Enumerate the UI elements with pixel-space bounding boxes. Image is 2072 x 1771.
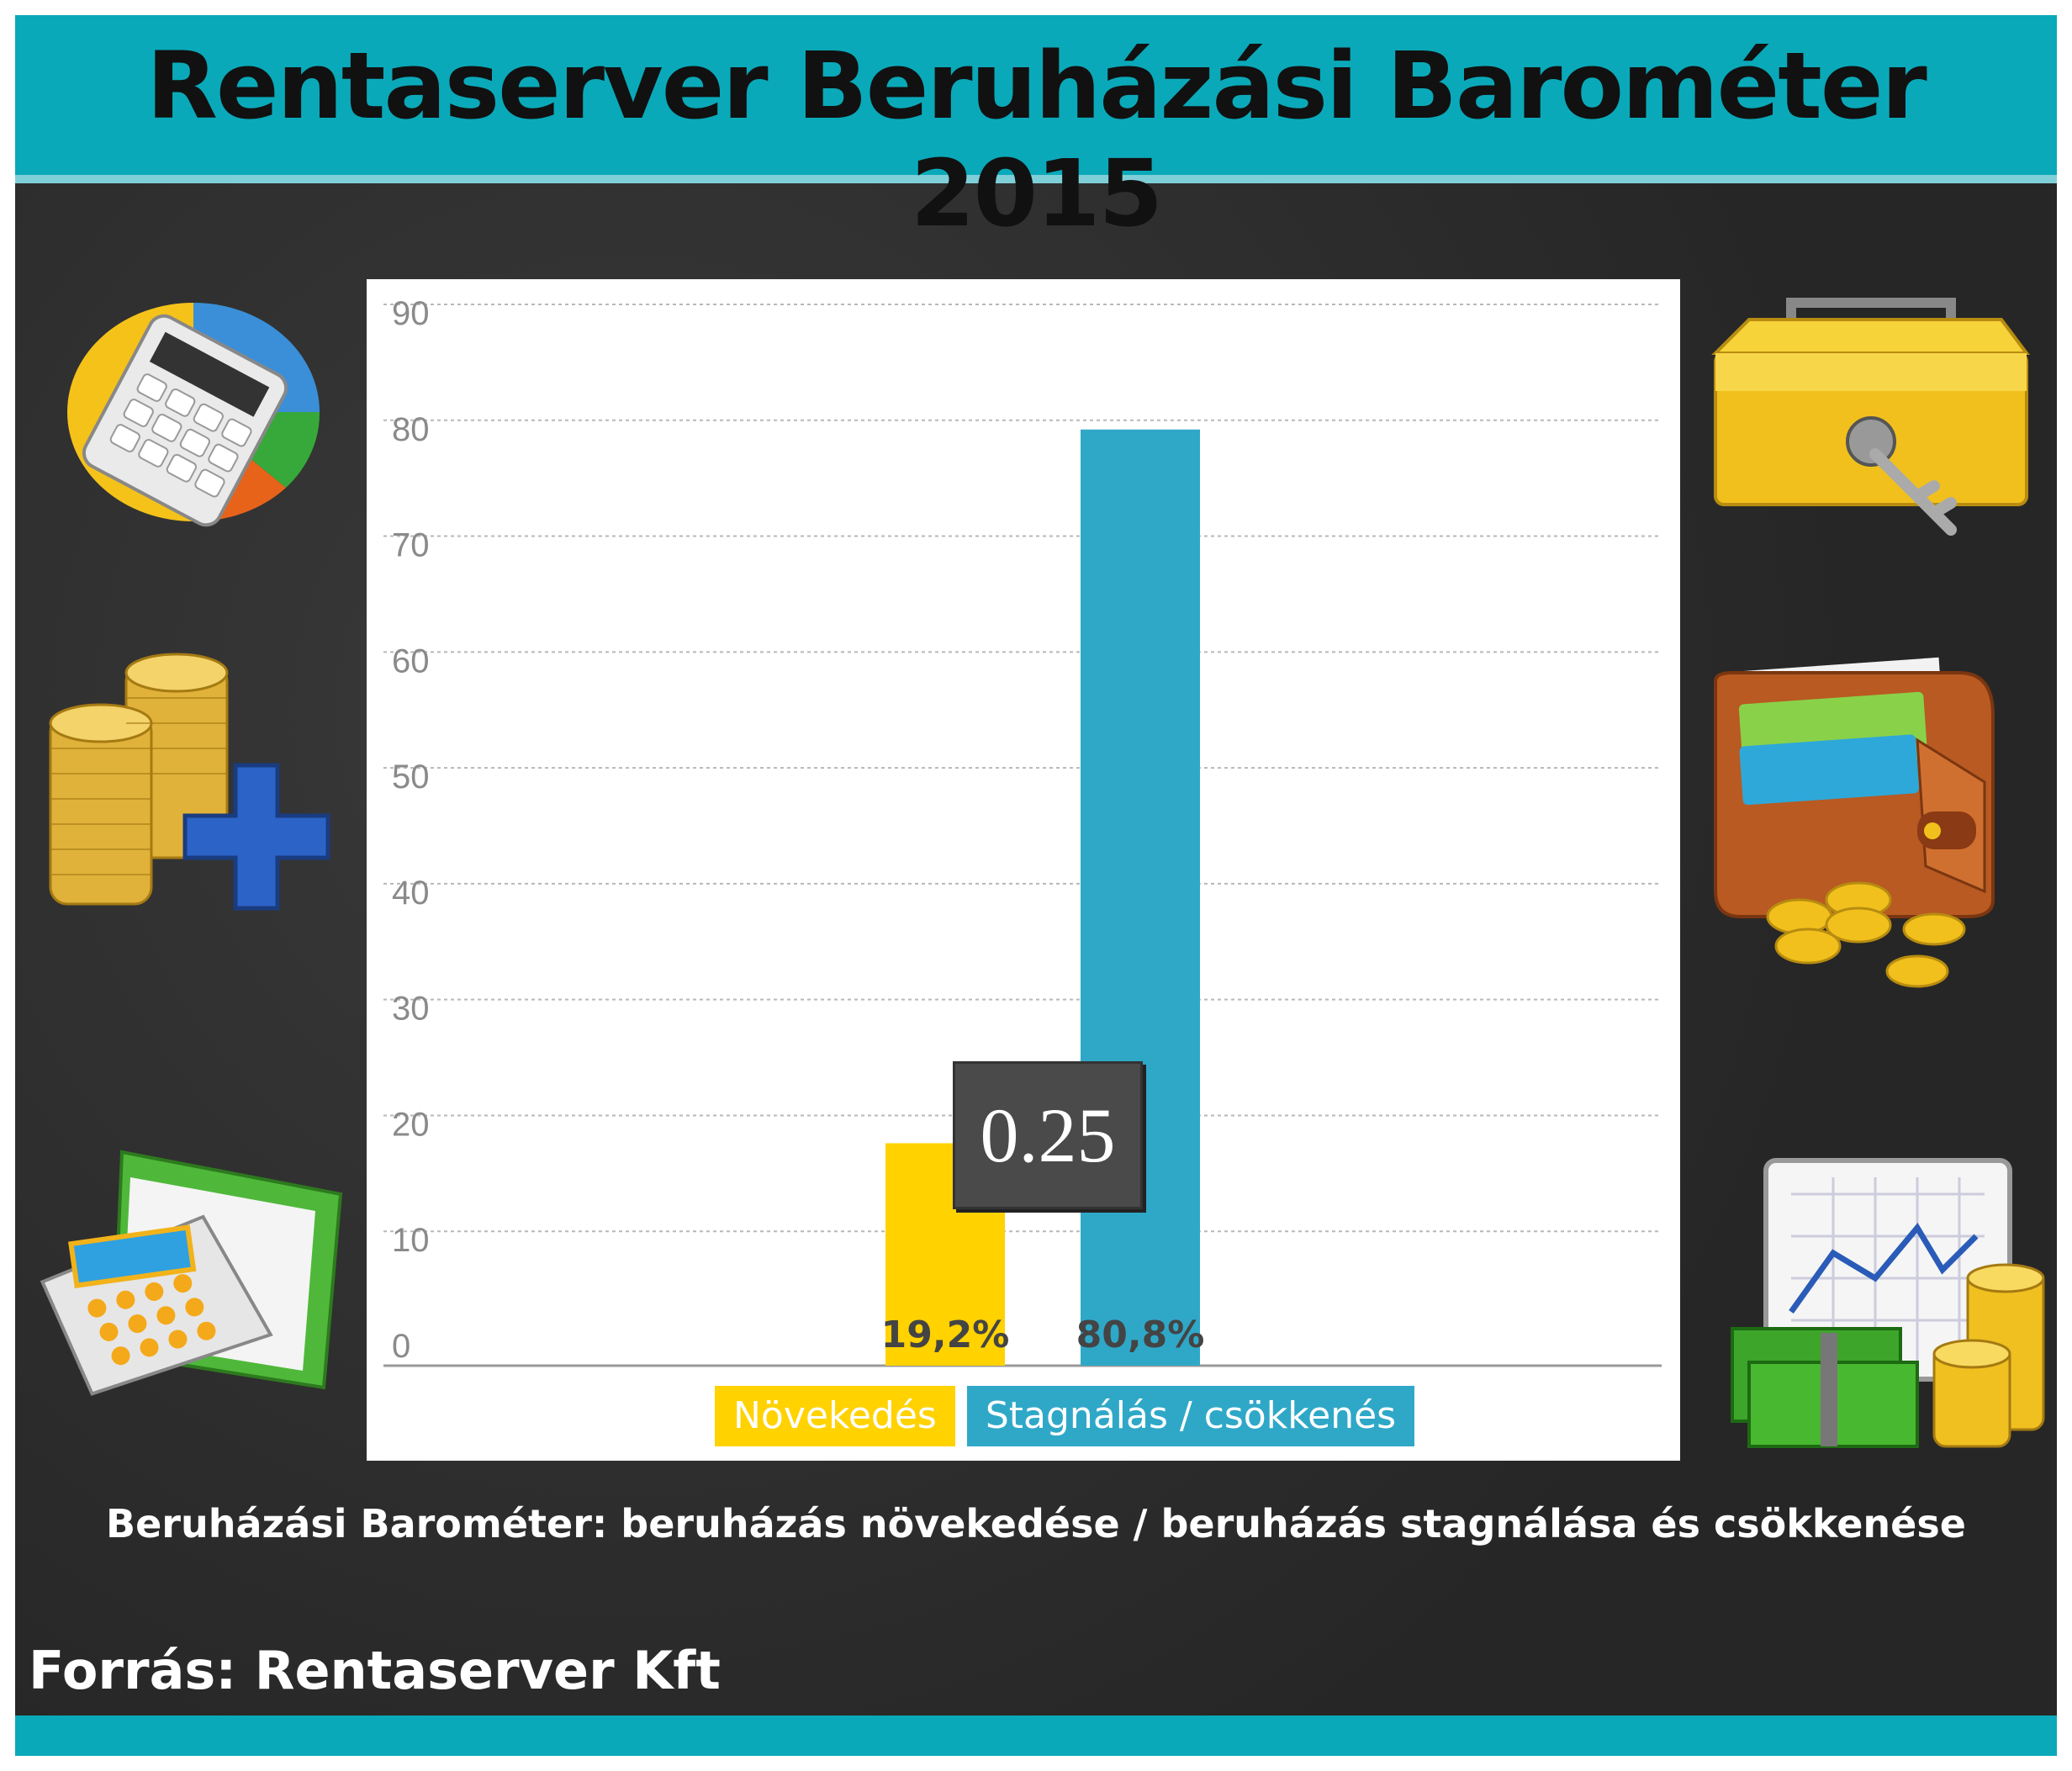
chart-caption: Beruházási Barométer: beruházás növekedé… [106, 1501, 1966, 1546]
y-tick-label: 10 [392, 1222, 430, 1259]
y-tick-label: 90 [392, 295, 430, 332]
legend-item-novekedes[interactable]: Növekedés [715, 1386, 955, 1446]
bar-chart: 0 10 20 30 40 50 60 70 80 90 19,2% 80,8% [383, 295, 1662, 1367]
y-tick-label: 50 [392, 759, 430, 796]
y-tick-label: 60 [392, 642, 430, 679]
y-tick-label: 80 [392, 411, 430, 448]
y-tick-label: 20 [392, 1106, 430, 1143]
bar-data-label: 19,2% [881, 1314, 1010, 1356]
source-label: Forrás: Rentaserver Kft [29, 1640, 721, 1701]
y-tick-label: 30 [392, 991, 430, 1028]
bar-1[interactable] [1081, 429, 1200, 1366]
legend-item-stagnalas[interactable]: Stagnálás / csökkenés [966, 1386, 1415, 1446]
cash-box-icon [1711, 298, 2030, 536]
bar-data-label: 80,8% [1076, 1314, 1205, 1356]
bottom-bar [15, 1715, 2057, 1756]
calculator-pie-chart-icon [67, 303, 320, 527]
chart-panel: 0 10 20 30 40 50 60 70 80 90 19,2% 80,8% Növekedés… [367, 279, 1680, 1461]
chart-money-icon [1731, 1158, 2045, 1448]
page-title: Rentaserver Beruházási Barométer 2015 [146, 32, 1927, 247]
calculator-folder-icon [40, 1150, 343, 1396]
y-tick-label: 0 [392, 1328, 410, 1365]
coins-plus-icon [49, 653, 330, 911]
y-tick-label: 70 [392, 527, 430, 564]
chart-tooltip: 0.25 [953, 1061, 1143, 1209]
chart-legend: Növekedés Stagnálás / csökkenés [715, 1386, 1426, 1446]
wallet-icon [1714, 657, 1995, 988]
title-bar: Rentaserver Beruházási Barométer 2015 [15, 15, 2057, 247]
y-tick-label: 40 [392, 875, 430, 912]
